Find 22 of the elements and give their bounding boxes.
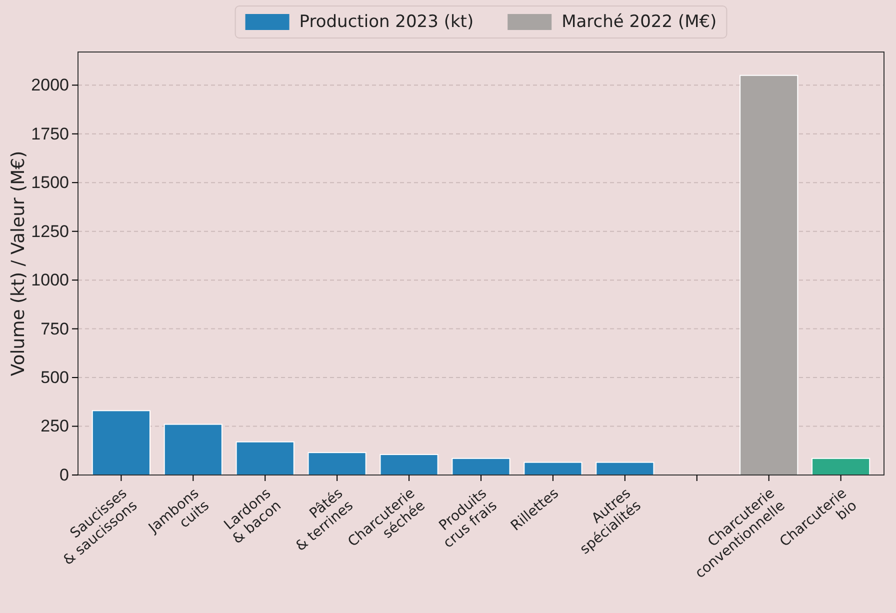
- y-tick-label: 1750: [31, 124, 69, 144]
- bar: [452, 458, 510, 476]
- y-tick-label: 1000: [31, 270, 69, 290]
- bar: [236, 441, 294, 476]
- y-tick-label: 1250: [31, 222, 69, 241]
- bar: [740, 74, 798, 476]
- y-tick-label: 2000: [31, 76, 69, 95]
- bar: [380, 454, 438, 476]
- y-tick-label: 500: [40, 368, 69, 387]
- legend-label: Marché 2022 (M€): [562, 12, 717, 32]
- bar: [524, 462, 582, 476]
- y-tick-label: 250: [40, 416, 69, 436]
- y-tick-label: 750: [40, 319, 69, 338]
- bar: [812, 458, 870, 476]
- y-tick-label: 1500: [31, 173, 69, 192]
- bar: [308, 452, 366, 476]
- legend-label: Production 2023 (kt): [299, 12, 474, 32]
- bar: [596, 462, 654, 476]
- bar: [164, 424, 222, 476]
- y-axis-title: Volume (kt) / Valeur (M€): [8, 150, 29, 376]
- y-tick-label: 0: [60, 465, 69, 484]
- bar: [92, 410, 150, 476]
